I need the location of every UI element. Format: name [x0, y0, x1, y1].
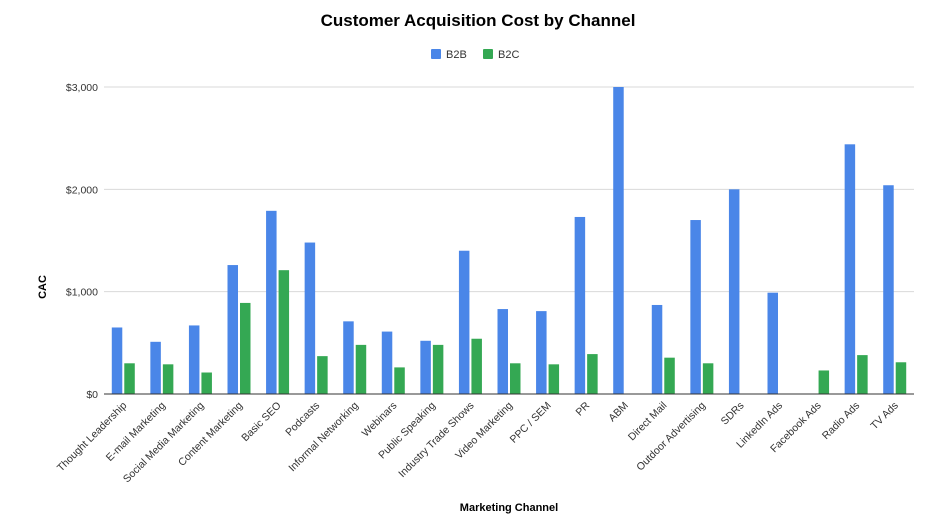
bar-b2b-4 [266, 210, 277, 394]
y-tick-label: $2,000 [66, 184, 98, 196]
bars [111, 87, 907, 394]
bar-b2b-7 [381, 331, 393, 394]
bar-b2c-11 [548, 364, 560, 394]
bar-b2b-12 [574, 216, 586, 394]
bar-b2c-20 [895, 362, 907, 394]
y-tick-label: $1,000 [66, 287, 98, 299]
bar-b2c-5 [317, 356, 328, 394]
bar-b2c-1 [162, 364, 174, 394]
x-tick-label: Basic SEO [239, 400, 283, 444]
x-tick-label: Informal Networking [286, 400, 361, 475]
bar-b2b-8 [420, 340, 431, 394]
bar-b2c-19 [857, 355, 868, 394]
x-tick-label: Podcasts [283, 400, 322, 439]
legend-swatch-b2c [483, 49, 493, 59]
x-tick-label: Content Marketing [176, 400, 245, 469]
bar-b2c-7 [394, 367, 405, 394]
bar-b2b-16 [728, 189, 740, 394]
bar-b2c-2 [201, 372, 212, 394]
legend-swatch-b2b [431, 49, 441, 59]
bar-b2b-11 [536, 311, 547, 394]
x-tick-label: ABM [606, 400, 631, 425]
y-axis-ticks: $0 $1,000 $2,000 $3,000 [66, 82, 98, 401]
bar-b2b-5 [304, 242, 316, 394]
chart-title: Customer Acquisition Cost by Channel [321, 11, 636, 30]
bar-b2b-14 [651, 304, 663, 394]
bar-b2b-17 [767, 292, 778, 394]
x-tick-label: Thought Leadership [55, 400, 130, 475]
bar-b2b-9 [458, 250, 470, 394]
x-tick-label: Outdoor Advertising [634, 400, 708, 474]
x-tick-label: PPC / SEM [508, 400, 554, 446]
legend-label-b2b: B2B [446, 49, 467, 61]
bar-b2b-3 [227, 265, 238, 394]
bar-b2c-8 [432, 344, 444, 394]
gridlines [104, 86, 914, 293]
bar-b2c-14 [664, 357, 675, 394]
bar-b2b-0 [111, 327, 123, 394]
x-tick-label: Webinars [360, 400, 400, 440]
x-tick-label: TV Ads [868, 400, 900, 432]
bar-b2c-10 [510, 363, 521, 394]
bar-b2b-15 [690, 220, 701, 394]
bar-b2c-15 [702, 363, 714, 394]
x-tick-label: Radio Ads [820, 400, 862, 442]
bar-b2b-20 [883, 185, 894, 394]
bar-b2c-0 [124, 363, 135, 394]
bar-b2b-10 [497, 309, 508, 394]
bar-b2c-9 [471, 338, 482, 394]
bar-b2c-12 [587, 354, 598, 394]
bar-b2c-3 [240, 302, 251, 394]
x-tick-label: PR [573, 399, 592, 418]
bar-b2b-6 [343, 321, 354, 394]
bar-b2b-13 [613, 87, 624, 394]
y-tick-label: $0 [86, 389, 98, 401]
legend: B2B B2C [431, 49, 519, 61]
bar-b2c-18 [818, 370, 830, 394]
legend-label-b2c: B2C [498, 49, 519, 61]
bar-b2c-4 [278, 270, 290, 394]
bar-b2b-1 [150, 341, 161, 394]
bar-b2c-6 [355, 344, 367, 394]
x-axis-label: Marketing Channel [460, 502, 558, 514]
y-axis-label: CAC [37, 275, 49, 299]
y-tick-label: $3,000 [66, 82, 98, 94]
x-tick-label: Industry Trade Shows [396, 400, 476, 480]
bar-b2b-19 [844, 144, 856, 394]
bar-b2b-2 [188, 325, 200, 394]
x-tick-label: SDRs [719, 400, 747, 428]
